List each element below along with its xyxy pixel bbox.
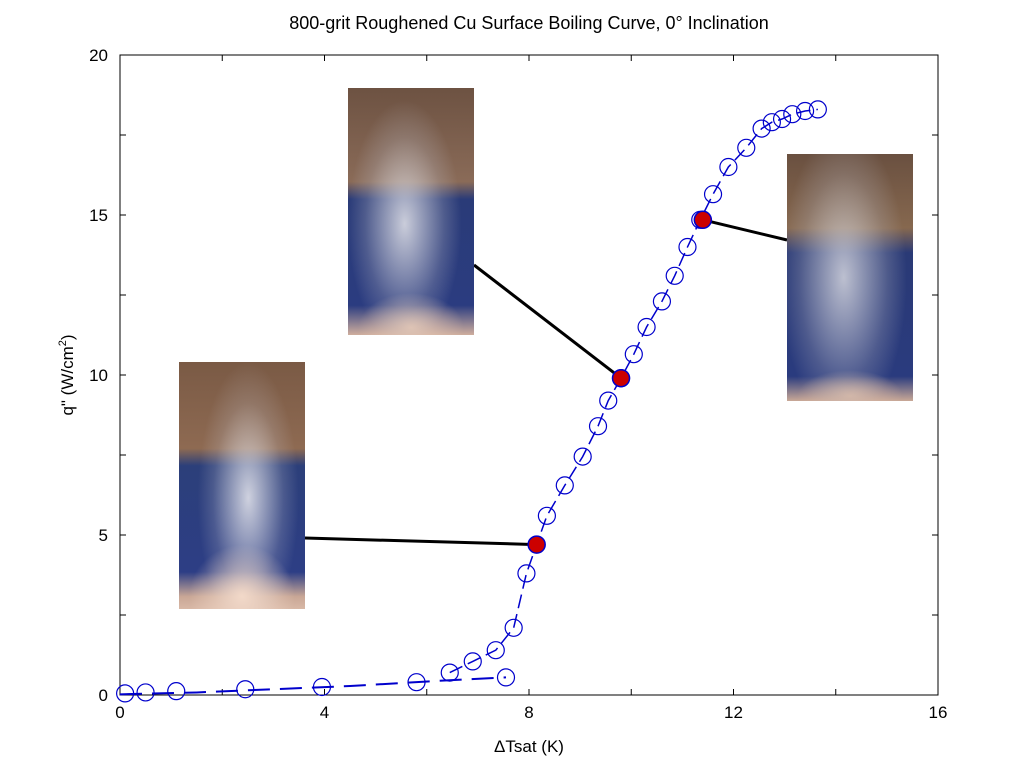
x-axis-label: ΔTsat (K) bbox=[494, 737, 564, 756]
bubble-photo-mid-flux bbox=[348, 88, 474, 335]
y-tick-label: 15 bbox=[89, 206, 108, 225]
data-point bbox=[637, 317, 656, 337]
data-point bbox=[795, 101, 815, 121]
x-tick-label: 8 bbox=[524, 703, 533, 722]
y-tick-label: 5 bbox=[99, 526, 108, 545]
data-point bbox=[463, 652, 482, 671]
data-point bbox=[783, 105, 802, 124]
y-axis-label-superscript: 2 bbox=[57, 340, 69, 346]
highlighted-point bbox=[693, 210, 713, 230]
data-point bbox=[504, 618, 523, 637]
data-point bbox=[116, 684, 135, 703]
data-point bbox=[719, 157, 738, 177]
y-axis-label-tail: ) bbox=[58, 334, 77, 340]
bubble-photo-high-flux bbox=[787, 154, 913, 401]
highlighted-point bbox=[611, 368, 631, 388]
y-axis-label: q" (W/cm2) bbox=[57, 334, 77, 415]
data-point bbox=[407, 673, 426, 692]
data-point bbox=[167, 682, 186, 701]
x-tick-label: 4 bbox=[320, 703, 329, 722]
data-point bbox=[573, 447, 592, 466]
x-tick-label: 12 bbox=[724, 703, 743, 722]
data-point bbox=[496, 668, 516, 687]
data-point bbox=[486, 641, 505, 660]
data-point bbox=[762, 113, 781, 132]
data-point bbox=[312, 677, 332, 697]
data-point bbox=[678, 237, 697, 257]
data-point bbox=[752, 119, 771, 138]
data-point bbox=[599, 391, 618, 410]
data-point bbox=[624, 345, 643, 364]
leader-line bbox=[304, 536, 537, 547]
data-point bbox=[555, 476, 574, 495]
y-tick-label: 0 bbox=[99, 686, 108, 705]
data-point bbox=[652, 292, 672, 311]
data-point bbox=[808, 100, 827, 119]
y-tick-label: 20 bbox=[89, 46, 108, 65]
data-point bbox=[136, 683, 155, 702]
x-tick-label: 16 bbox=[929, 703, 948, 722]
data-point bbox=[236, 680, 255, 699]
y-tick-label: 10 bbox=[89, 366, 108, 385]
series-line bbox=[449, 108, 818, 674]
data-point bbox=[537, 506, 556, 525]
leader-line bbox=[702, 218, 788, 242]
data-point bbox=[703, 185, 723, 204]
x-tick-label: 0 bbox=[115, 703, 124, 722]
bubble-photo-low-flux bbox=[179, 362, 305, 609]
data-point bbox=[772, 109, 792, 129]
data-point bbox=[588, 417, 608, 436]
chart-title: 800-grit Roughened Cu Surface Boiling Cu… bbox=[289, 13, 768, 33]
y-axis-label-main: q" (W/cm bbox=[58, 346, 77, 415]
data-point bbox=[737, 138, 756, 157]
highlighted-point bbox=[527, 535, 546, 554]
data-point bbox=[665, 266, 684, 285]
data-point bbox=[440, 663, 459, 682]
data-point bbox=[517, 564, 536, 583]
leader-line bbox=[473, 263, 622, 380]
